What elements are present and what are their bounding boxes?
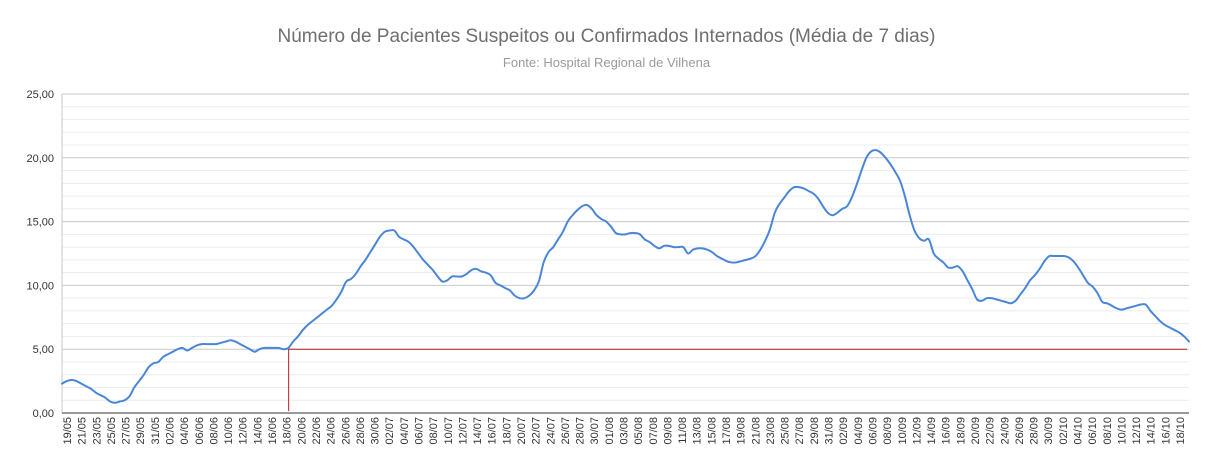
x-tick-label: 14/06	[252, 417, 264, 445]
x-tick-label: 27/08	[794, 417, 806, 445]
x-tick-label: 07/08	[648, 417, 660, 445]
x-tick-label: 14/09	[926, 417, 938, 445]
x-tick-label: 10/09	[897, 417, 909, 445]
x-tick-label: 06/06	[194, 417, 206, 445]
x-tick-label: 09/08	[662, 417, 674, 445]
x-tick-label: 10/10	[1116, 417, 1128, 445]
x-tick-label: 22/07	[531, 417, 543, 445]
x-tick-label: 02/10	[1058, 417, 1070, 445]
x-tick-label: 10/06	[223, 417, 235, 445]
x-tick-label: 28/06	[355, 417, 367, 445]
x-tick-label: 18/09	[955, 417, 967, 445]
x-tick-label: 18/06	[282, 417, 294, 445]
x-tick-label: 28/09	[1029, 417, 1041, 445]
x-tick-label: 16/07	[487, 417, 499, 445]
x-tick-label: 22/09	[985, 417, 997, 445]
x-axis: 19/05 21/05 23/05 25/05 27/05 29/05 31/05 02/06…	[62, 417, 1187, 445]
x-tick-label: 26/07	[560, 417, 572, 445]
x-tick-label: 08/10	[1102, 417, 1114, 445]
x-tick-label: 24/09	[999, 417, 1011, 445]
x-tick-label: 04/09	[853, 417, 865, 445]
y-tick-label: 5,00	[33, 344, 54, 356]
x-tick-label: 08/07	[428, 417, 440, 445]
x-tick-label: 04/06	[179, 417, 191, 445]
x-tick-label: 06/10	[1087, 417, 1099, 445]
x-tick-label: 28/07	[575, 417, 587, 445]
x-tick-label: 14/07	[472, 417, 484, 445]
x-tick-label: 12/09	[911, 417, 923, 445]
x-tick-label: 20/07	[516, 417, 528, 445]
x-tick-label: 06/07	[413, 417, 425, 445]
gridlines	[61, 93, 1189, 414]
x-tick-label: 17/08	[721, 417, 733, 445]
x-tick-label: 08/06	[208, 417, 220, 445]
x-tick-label: 01/08	[604, 417, 616, 445]
x-tick-label: 30/06	[370, 417, 382, 445]
x-tick-label: 21/08	[750, 417, 762, 445]
x-tick-label: 29/05	[135, 417, 147, 445]
x-tick-label: 22/06	[311, 417, 323, 445]
y-tick-label: 20,00	[26, 153, 54, 165]
x-tick-label: 24/07	[545, 417, 557, 445]
x-tick-label: 10/07	[443, 417, 455, 445]
x-tick-label: 27/05	[121, 417, 133, 445]
x-tick-label: 05/08	[633, 417, 645, 445]
x-tick-label: 04/10	[1072, 417, 1084, 445]
x-tick-label: 29/08	[809, 417, 821, 445]
x-tick-label: 03/08	[619, 417, 631, 445]
series-line	[61, 149, 1190, 404]
x-tick-label: 11/08	[677, 417, 689, 444]
reference-lines	[288, 348, 1187, 411]
x-tick-label: 31/08	[824, 417, 836, 445]
x-tick-label: 12/10	[1131, 417, 1143, 445]
x-tick-label: 31/05	[150, 417, 162, 445]
x-tick-label: 18/10	[1175, 417, 1187, 445]
x-tick-label: 16/09	[941, 417, 953, 445]
x-tick-label: 30/07	[589, 417, 601, 445]
x-tick-label: 06/09	[867, 417, 879, 445]
y-tick-label: 10,00	[26, 280, 54, 292]
x-tick-label: 16/10	[1160, 417, 1172, 445]
x-tick-label: 26/06	[340, 417, 352, 445]
x-tick-label: 02/09	[838, 417, 850, 445]
x-tick-label: 18/07	[501, 417, 513, 445]
x-tick-label: 21/05	[77, 417, 89, 445]
x-tick-label: 08/09	[882, 417, 894, 445]
x-tick-label: 02/06	[165, 417, 177, 445]
y-tick-label: 0,00	[33, 408, 54, 420]
x-tick-label: 25/05	[106, 417, 118, 445]
x-tick-label: 24/06	[326, 417, 338, 445]
x-tick-label: 16/06	[267, 417, 279, 445]
x-tick-label: 13/08	[692, 417, 704, 445]
x-tick-label: 23/08	[765, 417, 777, 445]
x-tick-label: 26/09	[1014, 417, 1026, 445]
y-axis: 0,00 5,00 10,00 15,00 20,00 25,00	[26, 89, 54, 420]
x-tick-label: 23/05	[91, 417, 103, 445]
x-tick-label: 20/06	[296, 417, 308, 445]
x-tick-label: 15/08	[706, 417, 718, 445]
x-tick-label: 30/09	[1043, 417, 1055, 445]
x-tick-label: 25/08	[780, 417, 792, 445]
x-tick-label: 04/07	[399, 417, 411, 445]
x-tick-label: 12/06	[238, 417, 250, 445]
x-tick-label: 20/09	[970, 417, 982, 445]
chart-title: Número de Pacientes Suspeitos ou Confirm…	[277, 26, 936, 47]
chart-subtitle: Fonte: Hospital Regional de Vilhena	[502, 55, 711, 70]
series-group	[61, 149, 1190, 404]
y-tick-label: 25,00	[26, 89, 54, 101]
x-tick-label: 12/07	[457, 417, 469, 445]
x-tick-label: 14/10	[1146, 417, 1158, 445]
y-tick-label: 15,00	[26, 217, 54, 229]
x-tick-label: 19/08	[736, 417, 748, 445]
x-tick-label: 19/05	[62, 417, 74, 445]
x-tick-label: 02/07	[384, 417, 396, 445]
